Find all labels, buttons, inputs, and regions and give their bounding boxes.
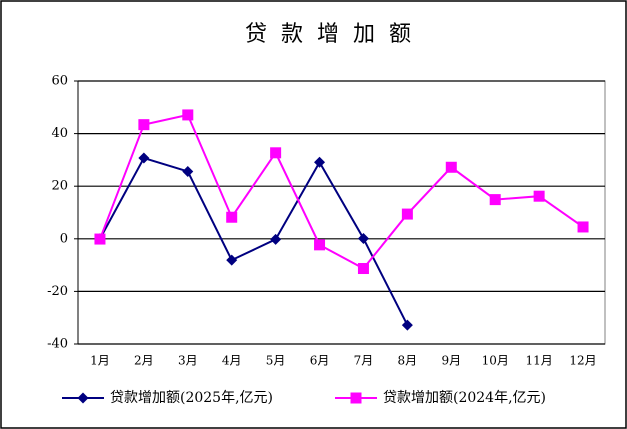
data-point	[138, 152, 150, 164]
x-tick-label: 6月	[310, 354, 330, 368]
legend-label: 贷款增加额(2025年,亿元)	[110, 390, 273, 406]
data-point	[226, 254, 238, 266]
y-tick-label: -40	[47, 337, 68, 352]
data-point	[226, 211, 238, 223]
x-tick-label: 4月	[222, 354, 242, 368]
data-point	[182, 109, 194, 121]
series-line	[99, 113, 584, 270]
data-point	[357, 263, 369, 275]
x-tick-label: 5月	[266, 354, 286, 368]
y-tick-label: -20	[47, 284, 68, 299]
y-tick-label: 40	[51, 126, 68, 141]
x-tick-label: 8月	[398, 354, 418, 368]
legend-label: 贷款增加额(2024年,亿元)	[383, 390, 546, 406]
x-tick-label: 1月	[90, 354, 110, 368]
data-point	[401, 319, 413, 331]
data-point	[489, 194, 501, 206]
x-tick-label: 10月	[482, 354, 509, 368]
chart-title: 贷款增加额	[245, 22, 425, 47]
x-tick-label: 7月	[354, 354, 374, 368]
data-point	[94, 233, 106, 245]
y-tick-label: 0	[60, 231, 68, 246]
x-tick-label: 3月	[178, 354, 198, 368]
data-point	[445, 161, 457, 173]
data-point	[401, 208, 413, 220]
data-point	[314, 156, 326, 168]
data-point	[182, 165, 194, 177]
data-point	[577, 221, 589, 233]
x-tick-label: 12月	[569, 354, 596, 368]
data-point	[270, 147, 282, 159]
legend-marker	[350, 392, 362, 404]
data-point	[314, 239, 326, 251]
x-tick-label: 2月	[134, 354, 154, 368]
data-point	[357, 233, 369, 245]
x-tick-label: 11月	[525, 354, 552, 368]
y-tick-label: 20	[51, 179, 68, 194]
data-point	[270, 233, 282, 245]
legend-marker	[77, 392, 89, 404]
y-tick-label: 60	[51, 74, 68, 89]
data-point	[533, 190, 545, 202]
x-tick-label: 9月	[441, 354, 461, 368]
series-line	[99, 156, 409, 326]
data-point	[138, 119, 150, 131]
